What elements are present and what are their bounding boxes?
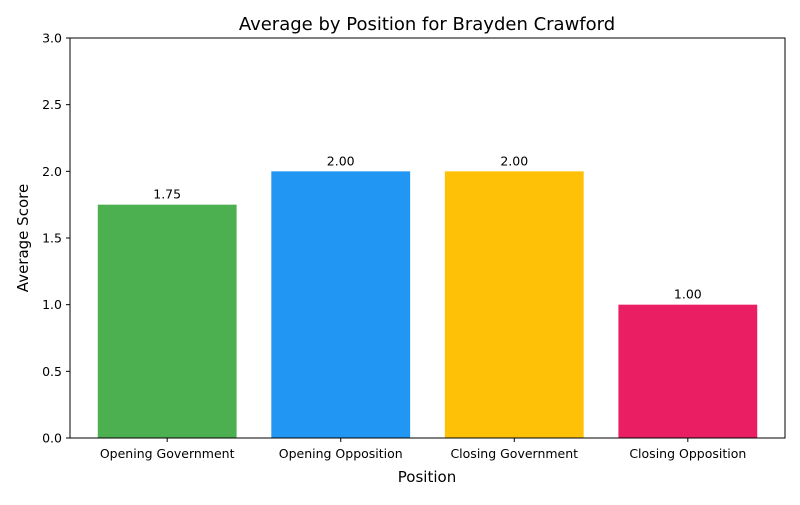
bar-closing-opposition [618, 304, 758, 438]
bar-opening-opposition [271, 171, 411, 439]
y-axis-title: Average Score [14, 184, 32, 292]
y-tick-label: 0.5 [42, 364, 62, 379]
plot-frame [69, 37, 786, 439]
data-label: 2.00 [500, 153, 528, 168]
data-label: 1.75 [153, 187, 181, 202]
bars-layer [97, 171, 758, 439]
y-tick-label: 1.0 [42, 297, 62, 312]
x-tick-label: Closing Opposition [629, 446, 746, 461]
data-label: 2.00 [327, 153, 355, 168]
x-axis-title: Position [398, 468, 456, 486]
data-label: 1.00 [674, 287, 702, 302]
y-tick-label: 0.0 [42, 431, 62, 446]
data-labels-layer: 1.75 2.00 2.00 1.00 [153, 153, 702, 301]
x-axis: Opening Government Opening Opposition Clos… [100, 438, 746, 461]
y-tick-label: 2.0 [42, 164, 62, 179]
y-tick-label: 1.5 [42, 231, 62, 246]
x-tick-label: Closing Government [450, 446, 578, 461]
chart-title: Average by Position for Brayden Crawford [239, 14, 615, 35]
y-tick-label: 2.5 [42, 97, 62, 112]
bar-opening-government [97, 204, 237, 438]
x-tick-label: Opening Opposition [279, 446, 403, 461]
y-axis: 0.0 0.5 1.0 1.5 2.0 2.5 3.0 [42, 31, 70, 446]
bar-closing-government [444, 171, 584, 439]
y-tick-label: 3.0 [42, 31, 62, 46]
x-tick-label: Opening Government [100, 446, 235, 461]
